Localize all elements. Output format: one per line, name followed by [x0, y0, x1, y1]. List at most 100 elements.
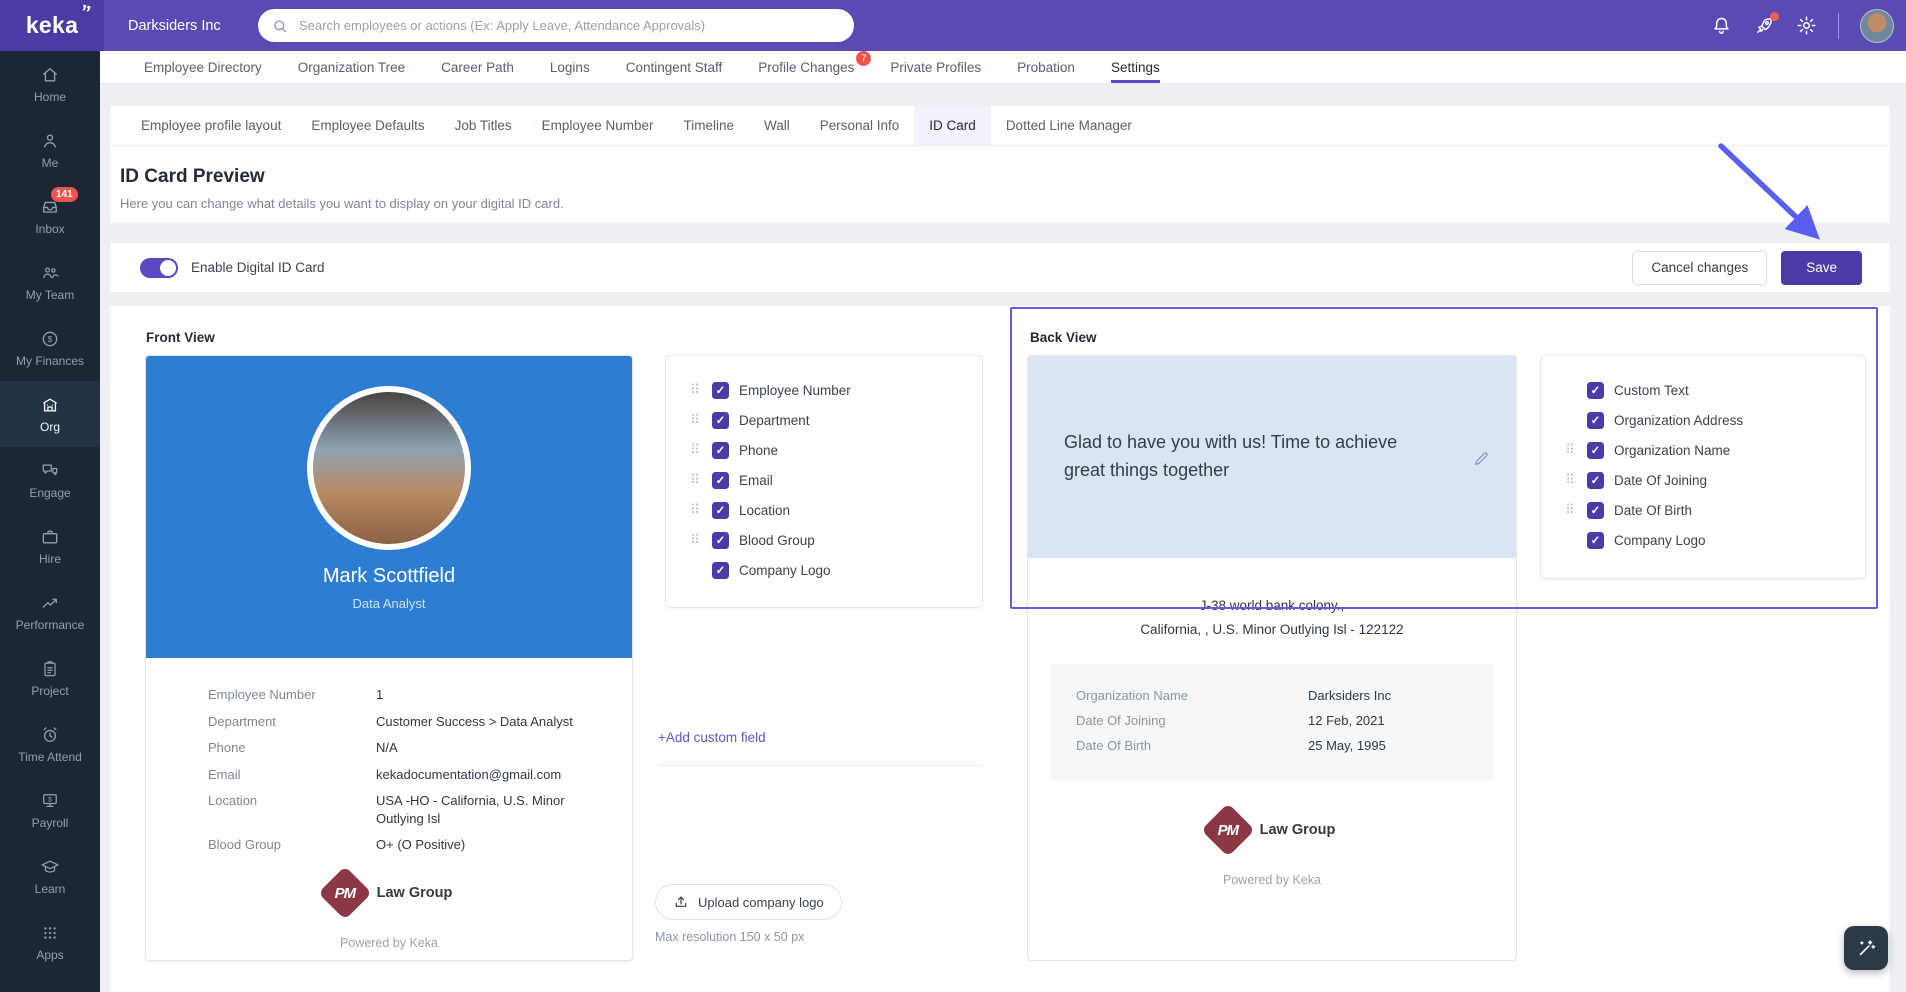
- field-row-organization-address[interactable]: Organization Address: [1563, 405, 1865, 435]
- enable-digital-id-toggle[interactable]: [140, 257, 178, 278]
- tab-dotted-line-manager[interactable]: Dotted Line Manager: [1005, 118, 1132, 133]
- field-row-location[interactable]: Location: [688, 495, 982, 525]
- field-row-date-of-birth[interactable]: Date Of Birth: [1563, 495, 1865, 525]
- field-row-department[interactable]: Department: [688, 405, 982, 435]
- nav-career-path[interactable]: Career Path: [441, 59, 514, 75]
- tab-id-card[interactable]: ID Card: [914, 106, 991, 145]
- tab-timeline[interactable]: Timeline: [683, 118, 734, 133]
- field-row-company-logo[interactable]: Company Logo: [688, 555, 982, 585]
- upload-company-logo-button[interactable]: Upload company logo: [655, 884, 842, 920]
- sidebar-item-performance[interactable]: Performance: [0, 579, 100, 645]
- drag-handle-icon[interactable]: [688, 472, 702, 488]
- field-row-phone[interactable]: Phone: [688, 435, 982, 465]
- toggle-label: Enable Digital ID Card: [191, 260, 325, 275]
- sidebar-item-learn[interactable]: Learn: [0, 843, 100, 909]
- nav-logins[interactable]: Logins: [549, 59, 590, 75]
- sidebar-item-payroll[interactable]: $ Payroll: [0, 777, 100, 843]
- nav-probation[interactable]: Probation: [1017, 59, 1075, 75]
- detail-row: Blood Group O+ (O Positive): [208, 837, 466, 853]
- tab-wall[interactable]: Wall: [763, 118, 790, 133]
- add-custom-field-link[interactable]: +Add custom field: [658, 730, 766, 745]
- detail-row: Phone N/A: [208, 740, 398, 756]
- learn-icon: [40, 857, 60, 877]
- settings-gear-icon[interactable]: [1796, 15, 1817, 36]
- checkbox-checked[interactable]: [712, 471, 729, 489]
- tab-employee-defaults[interactable]: Employee Defaults: [311, 118, 425, 133]
- sidebar-item-my-finances[interactable]: $ My Finances: [0, 315, 100, 381]
- sidebar-item-engage[interactable]: Engage: [0, 447, 100, 513]
- drag-handle-icon[interactable]: [688, 502, 702, 518]
- engage-icon: [40, 461, 60, 481]
- upload-icon: [673, 894, 689, 910]
- nav-private-profiles[interactable]: Private Profiles: [890, 59, 982, 75]
- inbox-icon: 141: [40, 186, 78, 217]
- sidebar-item-my-team[interactable]: My Team: [0, 249, 100, 315]
- checkbox-checked[interactable]: [1587, 441, 1604, 459]
- field-row-email[interactable]: Email: [688, 465, 982, 495]
- front-view-label: Front View: [146, 330, 215, 345]
- page-title: ID Card Preview: [120, 166, 265, 187]
- search-icon: [272, 18, 288, 34]
- field-row-organization-name[interactable]: Organization Name: [1563, 435, 1865, 465]
- field-row-company-logo[interactable]: Company Logo: [1563, 525, 1865, 555]
- nav-employee-directory[interactable]: Employee Directory: [144, 59, 262, 75]
- sidebar-item-me[interactable]: Me: [0, 117, 100, 183]
- drag-handle-icon[interactable]: [1563, 442, 1577, 458]
- save-button[interactable]: Save: [1781, 250, 1862, 285]
- company-logo-mark: PM: [1200, 803, 1255, 857]
- tab-employee-number[interactable]: Employee Number: [541, 118, 654, 133]
- checkbox-checked[interactable]: [1587, 531, 1604, 549]
- field-row-date-of-joining[interactable]: Date Of Joining: [1563, 465, 1865, 495]
- drag-handle-icon[interactable]: [688, 532, 702, 548]
- nav-organization-tree[interactable]: Organization Tree: [297, 59, 406, 75]
- assistant-wand-button[interactable]: [1844, 926, 1888, 970]
- field-row-blood-group[interactable]: Blood Group: [688, 525, 982, 555]
- whats-new-rocket-icon[interactable]: [1753, 11, 1779, 37]
- top-bar: keka Darksiders Inc: [0, 0, 1906, 51]
- sidebar-item-apps[interactable]: Apps: [0, 909, 100, 975]
- my-finances-icon: $: [40, 329, 60, 349]
- drag-handle-icon[interactable]: [688, 412, 702, 428]
- checkbox-checked[interactable]: [712, 531, 729, 549]
- checkbox-checked[interactable]: [712, 561, 729, 579]
- checkbox-checked[interactable]: [1587, 471, 1604, 489]
- field-row-employee-number[interactable]: Employee Number: [688, 375, 982, 405]
- checkbox-checked[interactable]: [1587, 501, 1604, 519]
- tab-employee-profile-layout[interactable]: Employee profile layout: [141, 118, 282, 133]
- nav-contingent-staff[interactable]: Contingent Staff: [625, 59, 723, 75]
- checkbox-checked[interactable]: [712, 441, 729, 459]
- svg-text:$: $: [48, 333, 53, 343]
- checkbox-checked[interactable]: [712, 381, 729, 399]
- cancel-changes-button[interactable]: Cancel changes: [1632, 250, 1768, 285]
- drag-handle-icon[interactable]: [688, 382, 702, 398]
- search-input[interactable]: [297, 17, 840, 34]
- sidebar-item-time-attend[interactable]: Time Attend: [0, 711, 100, 777]
- notifications-bell-icon[interactable]: [1711, 15, 1732, 36]
- checkbox-checked[interactable]: [1587, 381, 1604, 399]
- sidebar-item-project[interactable]: Project: [0, 645, 100, 711]
- payroll-icon: $: [40, 791, 60, 811]
- me-icon: [40, 131, 60, 151]
- drag-handle-icon[interactable]: [1563, 472, 1577, 488]
- nav-settings[interactable]: Settings: [1110, 51, 1160, 83]
- drag-handle-icon[interactable]: [1563, 502, 1577, 518]
- nav-profile-changes[interactable]: Profile Changes 7: [758, 51, 872, 83]
- tab-personal-info[interactable]: Personal Info: [819, 118, 900, 133]
- tab-job-titles[interactable]: Job Titles: [454, 118, 512, 133]
- org-nav: Employee Directory Organization Tree Car…: [100, 51, 1906, 84]
- drag-handle-icon[interactable]: [688, 442, 702, 458]
- sidebar-item-hire[interactable]: Hire: [0, 513, 100, 579]
- user-avatar[interactable]: [1860, 8, 1894, 43]
- search-bar[interactable]: [258, 9, 854, 42]
- checkbox-checked[interactable]: [712, 411, 729, 429]
- info-row: Date Of Birth 25 May, 1995: [1076, 738, 1386, 753]
- field-row-custom-text[interactable]: Custom Text: [1563, 375, 1865, 405]
- checkbox-checked[interactable]: [712, 501, 729, 519]
- edit-custom-text-icon[interactable]: [1472, 450, 1490, 468]
- sidebar-item-inbox[interactable]: 141 Inbox: [0, 183, 100, 249]
- sidebar-item-home[interactable]: Home: [0, 51, 100, 117]
- keka-logo[interactable]: keka: [0, 0, 104, 51]
- checkbox-checked[interactable]: [1587, 411, 1604, 429]
- sidebar-item-org[interactable]: Org: [0, 381, 100, 447]
- org-address-line2: California, , U.S. Minor Outlying Isl - …: [1140, 622, 1404, 637]
